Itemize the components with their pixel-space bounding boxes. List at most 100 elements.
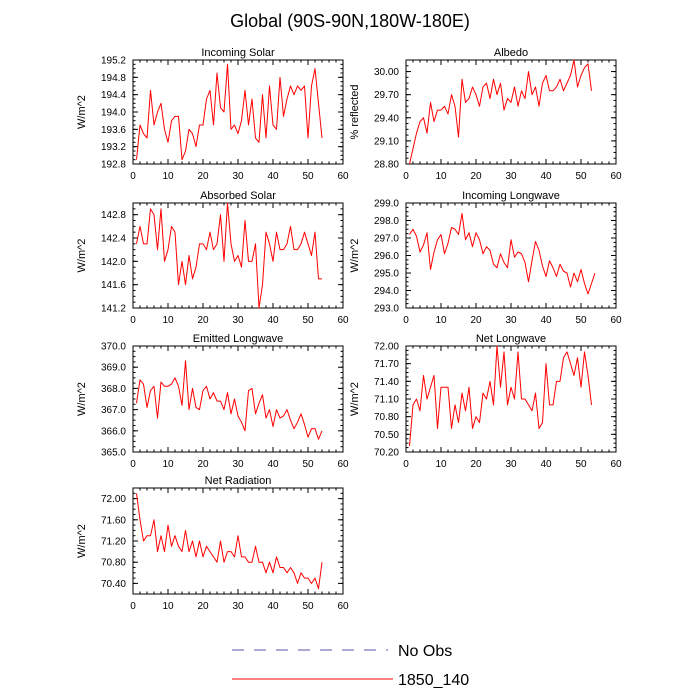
panel-net-radiation: Net Radiation W/m^2 0 10 20 30 40 50 60 70.40 70.8…	[76, 475, 349, 612]
panel-frame	[132, 345, 344, 453]
x-tick-label: 0	[130, 601, 136, 612]
y-axis-label: W/m^2	[76, 524, 88, 558]
y-tick-label: 297.0	[374, 234, 399, 245]
series-line-1850-140	[409, 213, 596, 295]
y-tick-label: 29.10	[374, 136, 399, 147]
x-tick-label: 0	[130, 315, 136, 326]
x-tick-label: 20	[470, 171, 482, 182]
panels-group: Incoming Solar W/m^2 0 10 20 30 40 50 60 192.8 193…	[76, 47, 622, 612]
y-tick-label: 293.0	[374, 304, 399, 315]
y-tick-label: 192.8	[101, 160, 126, 171]
x-tick-label: 10	[435, 171, 447, 182]
x-tick-label: 50	[575, 459, 587, 470]
x-tick-label: 50	[302, 315, 314, 326]
x-tick-label: 40	[540, 171, 552, 182]
x-tick-label: 50	[302, 171, 314, 182]
y-tick-label: 142.4	[101, 234, 126, 245]
x-tick-label: 40	[267, 601, 279, 612]
series-line-1850-140	[136, 360, 323, 440]
main-title: Global (90S-90N,180W-180E)	[230, 11, 470, 31]
x-tick-label: 40	[267, 171, 279, 182]
y-tick-label: 71.70	[374, 359, 399, 370]
x-tick-label: 0	[130, 171, 136, 182]
x-tick-label: 20	[470, 459, 482, 470]
x-tick-label: 30	[232, 601, 244, 612]
legend-label-no-obs: No Obs	[398, 643, 452, 660]
x-tick-label: 40	[540, 459, 552, 470]
y-tick-label: 194.0	[101, 108, 126, 119]
y-tick-label: 296.0	[374, 251, 399, 262]
panel-title-net-longwave: Net Longwave	[476, 333, 546, 345]
panel-frame	[132, 59, 344, 165]
y-tick-label: 71.10	[374, 395, 399, 406]
y-tick-label: 298.0	[374, 216, 399, 227]
y-tick-label: 193.2	[101, 142, 126, 153]
y-tick-label: 28.80	[374, 160, 399, 171]
panel-emitted-longwave: Emitted Longwave W/m^2 0 10 20 30 40 50 60 365.0 3…	[76, 333, 349, 470]
x-tick-label: 60	[337, 315, 349, 326]
series-line-1850-140	[136, 63, 323, 161]
series-line-1850-140	[136, 202, 322, 309]
legend: No Obs 1850_140	[232, 643, 469, 689]
y-tick-label: 71.40	[374, 377, 399, 388]
y-tick-label: 299.0	[374, 199, 399, 210]
panel-incoming-longwave: Incoming Longwave W/m^2 0 10 20 30 40 50 60 293.0…	[349, 190, 622, 326]
y-tick-label: 370.0	[101, 342, 126, 353]
panel-frame	[405, 345, 617, 453]
x-tick-label: 60	[337, 459, 349, 470]
y-tick-label: 142.8	[101, 210, 126, 221]
y-tick-label: 70.40	[101, 579, 126, 590]
panel-absorbed-solar: Absorbed Solar W/m^2 0 10 20 30 40 50 60 141.2 141…	[76, 190, 349, 326]
panel-title-incoming-longwave: Incoming Longwave	[462, 190, 560, 202]
x-tick-label: 10	[162, 459, 174, 470]
x-tick-label: 50	[302, 459, 314, 470]
y-tick-label: 368.0	[101, 384, 126, 395]
x-tick-label: 60	[337, 171, 349, 182]
x-tick-label: 0	[403, 459, 409, 470]
x-tick-label: 50	[575, 171, 587, 182]
y-tick-label: 367.0	[101, 405, 126, 416]
x-tick-label: 30	[505, 459, 517, 470]
y-tick-label: 366.0	[101, 426, 126, 437]
y-tick-label: 295.0	[374, 269, 399, 280]
series-line-1850-140	[136, 493, 323, 590]
x-tick-label: 50	[575, 315, 587, 326]
x-tick-label: 60	[610, 315, 622, 326]
x-tick-label: 10	[162, 171, 174, 182]
x-tick-label: 60	[337, 601, 349, 612]
x-tick-label: 30	[505, 315, 517, 326]
y-tick-label: 70.80	[374, 412, 399, 423]
y-tick-label: 72.00	[374, 342, 399, 353]
panel-title-albedo: Albedo	[494, 47, 528, 59]
x-tick-label: 40	[267, 315, 279, 326]
x-tick-label: 0	[403, 171, 409, 182]
y-tick-label: 193.6	[101, 125, 126, 136]
panel-incoming-solar: Incoming Solar W/m^2 0 10 20 30 40 50 60 192.8 193…	[76, 47, 349, 182]
x-tick-label: 40	[540, 315, 552, 326]
panel-title-emitted-longwave: Emitted Longwave	[193, 333, 284, 345]
x-tick-label: 30	[505, 171, 517, 182]
panel-net-longwave: Net Longwave W/m^2 0 10 20 30 40 50 60 70.20 70.50…	[349, 333, 622, 470]
series-line-1850-140	[409, 59, 592, 165]
legend-label-1850-140: 1850_140	[398, 672, 469, 689]
y-axis-label: W/m^2	[76, 239, 88, 273]
x-tick-label: 30	[232, 459, 244, 470]
panel-frame	[405, 59, 617, 165]
x-tick-label: 20	[197, 459, 209, 470]
y-tick-label: 194.8	[101, 73, 126, 84]
y-tick-label: 294.0	[374, 286, 399, 297]
x-tick-label: 20	[197, 171, 209, 182]
x-tick-label: 40	[267, 459, 279, 470]
y-axis-label: W/m^2	[76, 382, 88, 416]
y-tick-label: 29.70	[374, 90, 399, 101]
panel-title-absorbed-solar: Absorbed Solar	[200, 190, 276, 202]
panel-title-incoming-solar: Incoming Solar	[201, 47, 275, 59]
y-tick-label: 70.50	[374, 430, 399, 441]
panel-frame	[132, 487, 344, 595]
y-tick-label: 194.4	[101, 90, 126, 101]
x-tick-label: 30	[232, 315, 244, 326]
y-tick-label: 365.0	[101, 448, 126, 459]
y-tick-label: 141.2	[101, 304, 126, 315]
panel-title-net-radiation: Net Radiation	[205, 475, 272, 487]
y-tick-label: 70.20	[374, 448, 399, 459]
